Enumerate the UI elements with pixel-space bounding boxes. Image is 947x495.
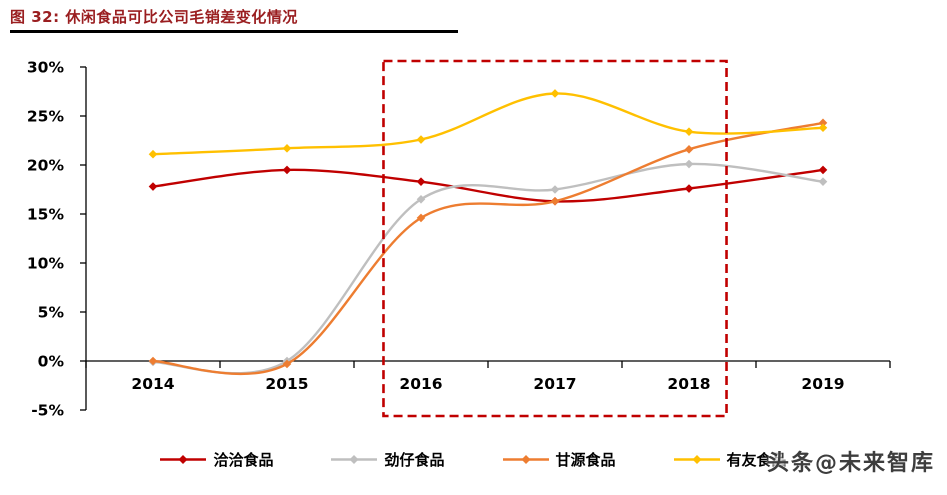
legend-item-3: 甘源食品 [502, 449, 616, 470]
chart-legend: 洽洽食品 劲仔食品 甘源食品 有友食品 [0, 449, 947, 470]
data-point-marker [148, 149, 158, 159]
data-point-marker [818, 123, 828, 133]
legend-marker-icon [673, 455, 720, 464]
data-point-marker [282, 359, 292, 369]
series-line-2 [151, 162, 825, 375]
legend-item-2: 劲仔食品 [331, 449, 445, 470]
legend-marker-icon [160, 455, 207, 464]
y-axis-label: 25% [27, 108, 65, 126]
legend-marker-icon [502, 455, 549, 464]
legend-item-1: 洽洽食品 [160, 449, 273, 470]
data-point-marker [416, 135, 426, 144]
data-point-marker [684, 127, 694, 136]
series-line-4 [151, 92, 825, 156]
y-axis-label: 5% [38, 304, 65, 322]
x-axis-label: 2017 [533, 375, 576, 393]
y-axis-label: 20% [27, 157, 65, 175]
data-point-marker [818, 165, 828, 175]
x-axis-label: 2015 [265, 375, 308, 393]
data-point-marker [550, 89, 560, 98]
y-axis-label: 15% [27, 206, 65, 224]
legend-label: 甘源食品 [555, 451, 616, 469]
y-axis-label: 30% [27, 59, 65, 77]
data-point-marker [684, 184, 694, 193]
data-point-marker [282, 144, 292, 153]
data-point-marker [818, 118, 828, 128]
data-point-marker [148, 182, 158, 191]
title-underline [10, 30, 458, 33]
legend-marker-icon [331, 455, 378, 464]
data-point-marker [282, 165, 292, 175]
data-point-marker [818, 177, 828, 186]
x-axis-label: 2018 [667, 375, 710, 393]
legend-label: 洽洽食品 [213, 451, 274, 469]
data-point-marker [416, 177, 426, 186]
y-axis-label: -5% [31, 402, 64, 420]
data-point-marker [148, 356, 158, 366]
legend-item-4: 有友食品 [673, 449, 787, 470]
series-line-3 [151, 121, 825, 376]
legend-label: 有友食品 [726, 451, 787, 469]
line-chart: 30% 25% 20% 15% 10% 5% 0% -5% 2014 2015 2016 2017 20… [27, 59, 891, 420]
data-point-marker [416, 213, 426, 223]
data-point-marker [550, 185, 560, 194]
series-line-1 [151, 168, 825, 203]
data-point-marker [550, 196, 560, 206]
watermark-text: 头条@未来智库 [766, 451, 935, 476]
y-axis-label: 0% [38, 353, 65, 371]
x-axis-label: 2019 [801, 375, 844, 393]
figure-title: 图 32: 休闲食品可比公司毛销差变化情况 [10, 8, 298, 26]
data-point-marker [684, 145, 694, 154]
highlight-box [382, 59, 728, 418]
legend-label: 劲仔食品 [384, 451, 445, 469]
data-point-marker [416, 195, 426, 204]
data-point-marker [684, 159, 694, 169]
x-axis-label: 2016 [399, 375, 442, 393]
x-axis-label: 2014 [131, 375, 174, 393]
y-axis-label: 10% [27, 255, 65, 273]
